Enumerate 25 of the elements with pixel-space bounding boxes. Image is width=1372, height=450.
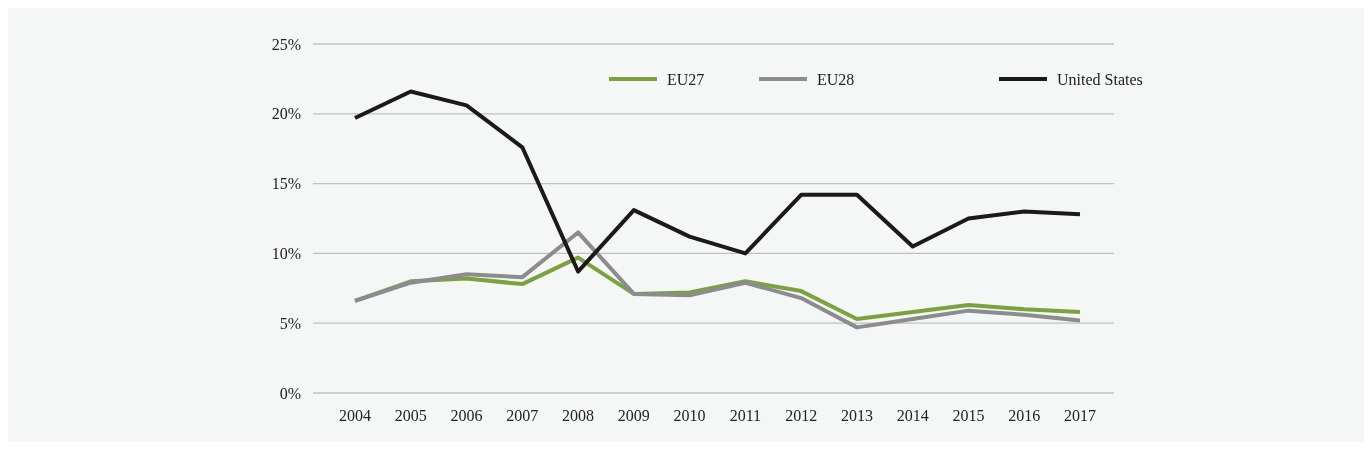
y-tick-label: 0% [279, 384, 301, 402]
line-series [353, 230, 1082, 330]
x-tick-label: 2010 [673, 407, 706, 424]
x-tick-label: 2009 [617, 407, 650, 424]
x-tick-label: 2011 [729, 407, 762, 424]
x-tick-label: 2006 [450, 407, 483, 424]
x-tick-label: 2015 [952, 407, 985, 424]
x-tick-label: 2017 [1064, 407, 1096, 424]
x-tick-label: 2007 [506, 407, 539, 424]
x-tick-label: 2008 [562, 407, 595, 424]
x-tick-label: 2012 [785, 407, 818, 424]
y-tick-label: 20% [271, 105, 301, 123]
y-tick-label: 10% [271, 245, 301, 262]
legend-label: United States [1057, 70, 1143, 88]
legend-label: EU28 [817, 70, 855, 88]
y-tick-label: 25% [271, 35, 301, 53]
legend-label: EU27 [667, 70, 705, 88]
x-tick-label: 2004 [339, 407, 371, 424]
x-tick-label: 2014 [896, 407, 929, 424]
x-tick-label: 2013 [840, 407, 873, 424]
line-series [353, 89, 1082, 274]
x-tick-label: 2005 [394, 407, 427, 424]
y-tick-label: 15% [271, 175, 301, 193]
x-tick-label: 2016 [1008, 407, 1041, 424]
y-tick-label: 5% [279, 314, 301, 332]
